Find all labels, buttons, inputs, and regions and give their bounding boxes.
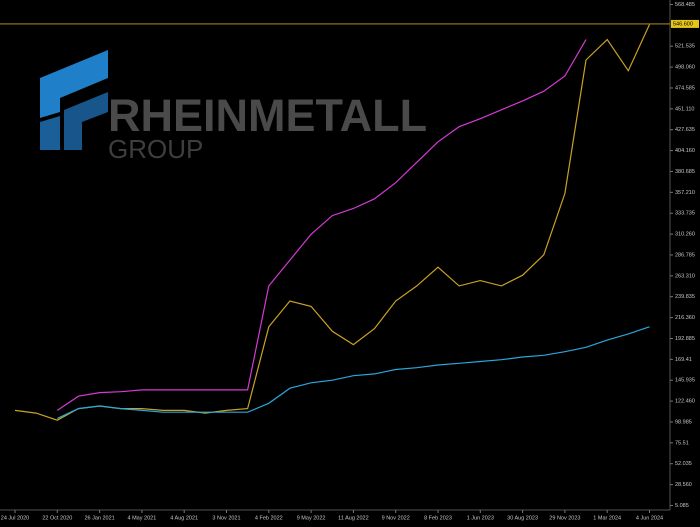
x-tick-label: 9 May 2022 [297, 515, 326, 521]
y-tick-label: 286.785 [675, 252, 695, 258]
y-tick-label: 145.935 [675, 378, 695, 384]
y-tick-label: 75.51 [675, 440, 689, 446]
y-tick-label: 498.060 [675, 65, 695, 71]
y-tick-label: 310.260 [675, 232, 695, 238]
y-tick-label: 568.485 [675, 2, 695, 8]
x-tick-label: 1 Jun 2023 [467, 515, 494, 521]
y-tick-label: 192.885 [675, 336, 695, 342]
x-tick-label: 4 Feb 2022 [255, 515, 283, 521]
logo-subname: GROUP [108, 134, 203, 164]
y-tick-label: 239.835 [675, 294, 695, 300]
logo-name: RHEINMETALL [108, 90, 427, 141]
series-line [57, 326, 650, 419]
x-tick-label: 30 Aug 2023 [507, 515, 538, 521]
y-tick-label: 52.035 [675, 461, 692, 467]
series-line [56, 39, 587, 411]
x-tick-label: 1 Mar 2024 [593, 515, 621, 521]
x-tick-label: 4 Aug 2021 [170, 515, 198, 521]
x-tick-label: 3 Nov 2021 [212, 515, 240, 521]
y-tick-label: 169.41 [675, 357, 692, 363]
x-tick-label: 24 Jul 2020 [1, 515, 29, 521]
x-tick-label: 8 Feb 2023 [424, 515, 452, 521]
y-tick-label: 122.460 [675, 399, 695, 405]
y-tick-label: 263.310 [675, 273, 695, 279]
y-tick-label: 216.360 [675, 315, 695, 321]
y-tick-label: 98.985 [675, 419, 692, 425]
y-tick-label: 333.735 [675, 211, 695, 217]
x-tick-label: 22 Oct 2020 [42, 515, 72, 521]
y-tick-label: 357.210 [675, 190, 695, 196]
x-tick-label: 9 Nov 2022 [382, 515, 410, 521]
x-tick-label: 29 Nov 2023 [549, 515, 580, 521]
logo-shape [40, 50, 108, 118]
current-price-box [671, 19, 699, 28]
x-tick-label: 4 Jun 2024 [636, 515, 663, 521]
current-price-label: 546.600 [673, 21, 693, 27]
x-tick-label: 26 Jan 2021 [84, 515, 114, 521]
x-tick-label: 11 Aug 2022 [338, 515, 368, 521]
y-tick-label: 521.535 [675, 44, 695, 50]
x-tick-label: 4 May 2021 [128, 515, 157, 521]
y-tick-label: 5.085 [675, 503, 689, 509]
y-tick-label: 427.635 [675, 127, 695, 133]
y-tick-label: 28.560 [675, 482, 692, 488]
logo-shape [64, 92, 108, 150]
logo-shape [40, 116, 60, 150]
y-tick-label: 404.160 [675, 148, 695, 154]
logo: RHEINMETALL GROUP [40, 50, 427, 164]
y-tick-label: 451.110 [675, 106, 694, 112]
y-tick-label: 380.685 [675, 169, 695, 175]
y-tick-label: 474.585 [675, 85, 695, 91]
